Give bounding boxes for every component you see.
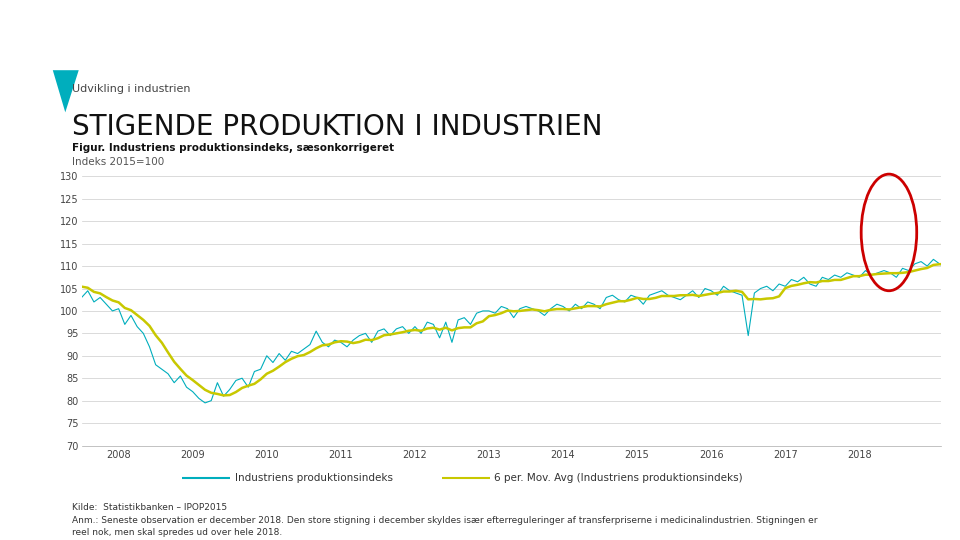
Text: Kilde:  Statistikbanken – IPOP2015
Anm.: Seneste observation er december 2018. D: Kilde: Statistikbanken – IPOP2015 Anm.: … bbox=[72, 503, 818, 537]
Text: ⧗: ⧗ bbox=[908, 28, 917, 42]
Text: Figur. Industriens produktionsindeks, sæsonkorrigeret: Figur. Industriens produktionsindeks, sæ… bbox=[72, 143, 395, 153]
Text: Indeks 2015=100: Indeks 2015=100 bbox=[72, 157, 164, 167]
Text: Industriens produktionsindeks: Industriens produktionsindeks bbox=[235, 473, 394, 483]
Text: 6 per. Mov. Avg (Industriens produktionsindeks): 6 per. Mov. Avg (Industriens produktions… bbox=[494, 473, 743, 483]
Polygon shape bbox=[53, 70, 79, 112]
Text: Udvikling i industrien: Udvikling i industrien bbox=[72, 84, 190, 94]
Text: DANSK
METAL: DANSK METAL bbox=[907, 24, 946, 46]
Text: STIGENDE PRODUKTION I INDUSTRIEN: STIGENDE PRODUKTION I INDUSTRIEN bbox=[72, 113, 603, 141]
